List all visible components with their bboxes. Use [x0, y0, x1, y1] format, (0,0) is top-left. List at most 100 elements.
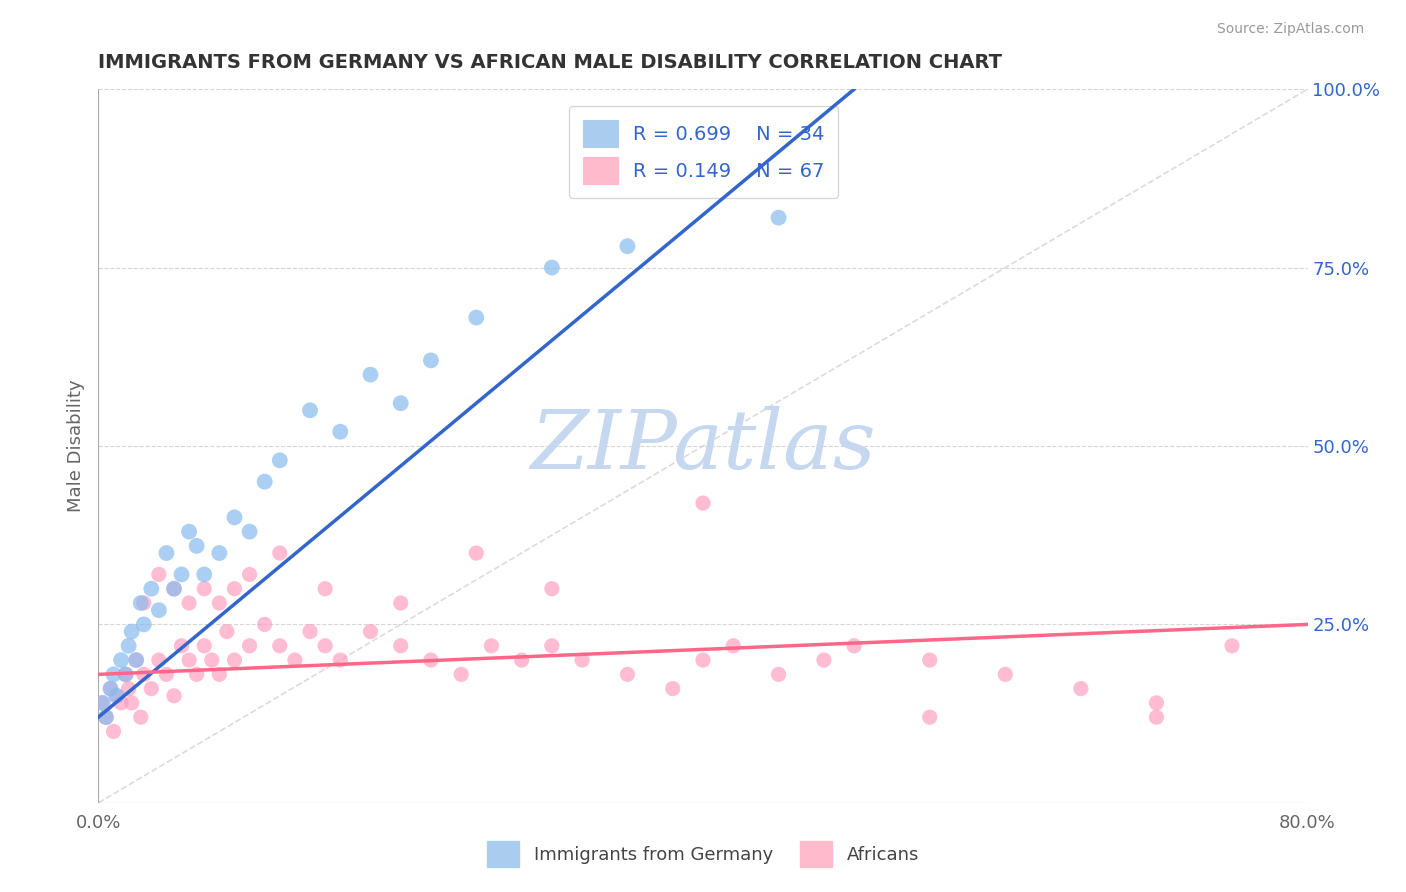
- Point: [103, 667, 125, 681]
- Point: [918, 653, 941, 667]
- Point: [692, 653, 714, 667]
- Point: [389, 596, 412, 610]
- Point: [813, 653, 835, 667]
- Point: [103, 724, 125, 739]
- Point: [155, 546, 177, 560]
- Point: [465, 546, 488, 560]
- Point: [215, 624, 238, 639]
- Point: [163, 582, 186, 596]
- Point: [253, 617, 276, 632]
- Point: [723, 639, 745, 653]
- Point: [239, 567, 262, 582]
- Point: [329, 653, 352, 667]
- Point: [193, 582, 215, 596]
- Point: [224, 510, 246, 524]
- Point: [420, 353, 443, 368]
- Point: [186, 539, 208, 553]
- Point: [510, 653, 533, 667]
- Point: [110, 696, 132, 710]
- Legend: Immigrants from Germany, Africans: Immigrants from Germany, Africans: [479, 834, 927, 874]
- Point: [571, 653, 593, 667]
- Point: [148, 567, 170, 582]
- Point: [141, 582, 163, 596]
- Point: [616, 239, 638, 253]
- Point: [253, 475, 276, 489]
- Point: [540, 260, 562, 275]
- Point: [239, 524, 262, 539]
- Point: [118, 681, 141, 696]
- Point: [179, 596, 201, 610]
- Point: [224, 653, 246, 667]
- Point: [314, 582, 336, 596]
- Point: [114, 667, 136, 681]
- Point: [768, 211, 790, 225]
- Text: ZIPatlas: ZIPatlas: [530, 406, 876, 486]
- Point: [208, 667, 231, 681]
- Point: [389, 639, 412, 653]
- Point: [360, 624, 382, 639]
- Point: [768, 667, 790, 681]
- Point: [179, 524, 201, 539]
- Point: [163, 689, 186, 703]
- Point: [179, 653, 201, 667]
- Point: [540, 639, 562, 653]
- Point: [269, 453, 291, 467]
- Point: [239, 639, 262, 653]
- Point: [661, 681, 683, 696]
- Point: [155, 667, 177, 681]
- Point: [1146, 710, 1168, 724]
- Point: [121, 624, 143, 639]
- Point: [141, 681, 163, 696]
- Point: [540, 582, 562, 596]
- Point: [994, 667, 1017, 681]
- Point: [121, 696, 143, 710]
- Point: [208, 546, 231, 560]
- Point: [450, 667, 472, 681]
- Point: [100, 681, 122, 696]
- Text: IMMIGRANTS FROM GERMANY VS AFRICAN MALE DISABILITY CORRELATION CHART: IMMIGRANTS FROM GERMANY VS AFRICAN MALE …: [98, 54, 1002, 72]
- Text: Source: ZipAtlas.com: Source: ZipAtlas.com: [1216, 22, 1364, 37]
- Point: [129, 596, 152, 610]
- Point: [193, 639, 215, 653]
- Point: [186, 667, 208, 681]
- Point: [148, 653, 170, 667]
- Point: [114, 667, 136, 681]
- Point: [1146, 696, 1168, 710]
- Point: [844, 639, 866, 653]
- Y-axis label: Male Disability: Male Disability: [66, 380, 84, 512]
- Point: [132, 596, 155, 610]
- Point: [132, 667, 155, 681]
- Point: [148, 603, 170, 617]
- Point: [163, 582, 186, 596]
- Point: [1220, 639, 1243, 653]
- Point: [692, 496, 714, 510]
- Point: [105, 689, 128, 703]
- Point: [465, 310, 488, 325]
- Point: [105, 689, 128, 703]
- Point: [1070, 681, 1092, 696]
- Point: [918, 710, 941, 724]
- Point: [299, 403, 322, 417]
- Point: [481, 639, 503, 653]
- Point: [224, 582, 246, 596]
- Point: [201, 653, 224, 667]
- Point: [193, 567, 215, 582]
- Point: [616, 667, 638, 681]
- Point: [314, 639, 336, 653]
- Legend: R = 0.699    N = 34, R = 0.149    N = 67: R = 0.699 N = 34, R = 0.149 N = 67: [569, 106, 838, 198]
- Point: [420, 653, 443, 667]
- Point: [299, 624, 322, 639]
- Point: [132, 617, 155, 632]
- Point: [329, 425, 352, 439]
- Point: [94, 710, 117, 724]
- Point: [170, 639, 193, 653]
- Point: [360, 368, 382, 382]
- Point: [125, 653, 148, 667]
- Point: [100, 681, 122, 696]
- Point: [269, 546, 291, 560]
- Point: [94, 710, 117, 724]
- Point: [129, 710, 152, 724]
- Point: [91, 696, 114, 710]
- Point: [110, 653, 132, 667]
- Point: [90, 696, 112, 710]
